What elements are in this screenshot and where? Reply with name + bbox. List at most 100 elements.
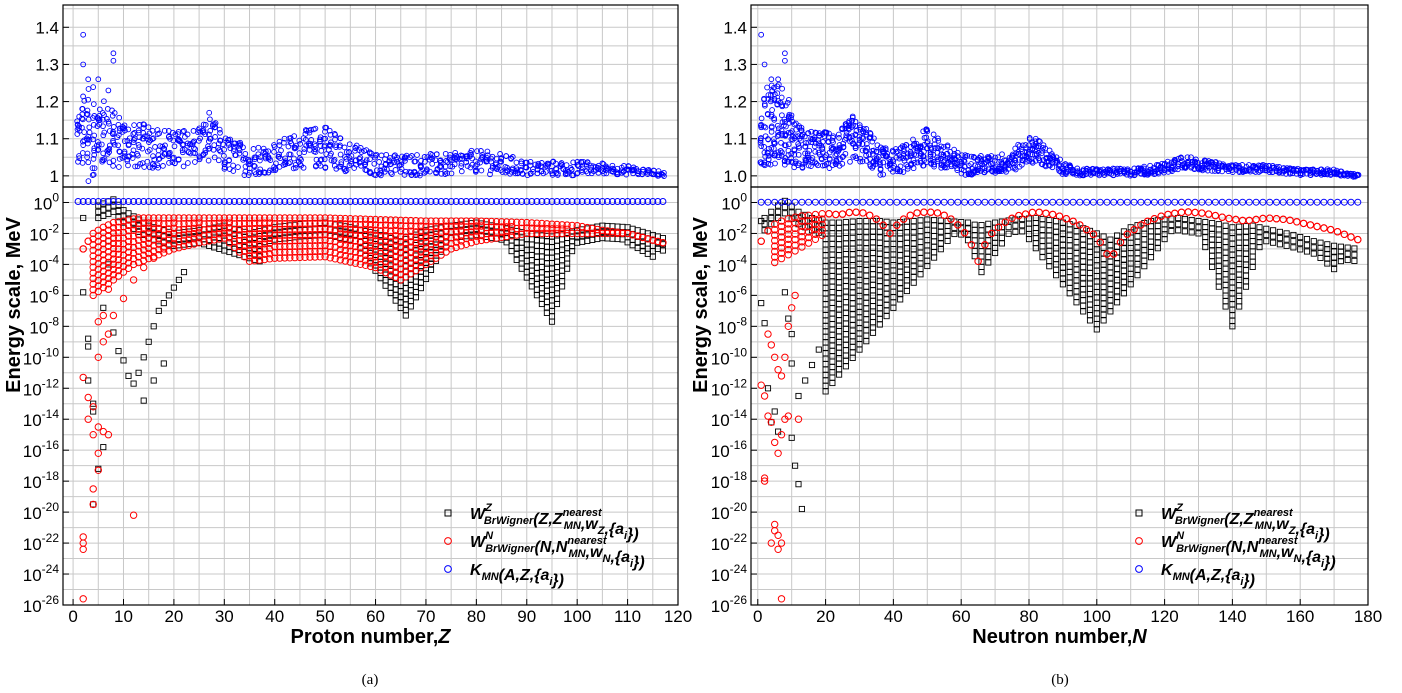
kmn-point [608, 168, 615, 174]
kmn-point [171, 143, 178, 150]
wz-point [120, 213, 127, 220]
wn-point [271, 225, 279, 234]
wn-point [381, 237, 390, 245]
wn-point [175, 244, 183, 252]
kmn-point [864, 144, 871, 151]
wz-point [1134, 255, 1141, 262]
wz-point [836, 246, 843, 253]
y-tick-label: 1.1 [35, 130, 59, 149]
wn-point [260, 214, 269, 222]
kmn-point [469, 155, 476, 162]
wz-point [1100, 294, 1107, 302]
wz-point [917, 265, 924, 272]
kmn-point [805, 139, 812, 146]
kmn-point [488, 155, 494, 162]
wn-point [250, 241, 259, 249]
wz-point [883, 313, 890, 320]
wn-point [1021, 210, 1030, 218]
kmn-point [758, 143, 765, 149]
x-tick-label: 0 [68, 607, 77, 626]
wn-point [502, 218, 511, 226]
kmn-point [467, 198, 475, 205]
kmn-point [94, 123, 101, 129]
kmn-point [101, 129, 108, 136]
kmn-point [318, 147, 325, 154]
wz-point [1080, 252, 1087, 260]
wn-point [114, 245, 123, 253]
wn-point [412, 217, 420, 225]
wz-point [985, 253, 992, 261]
wz-point [140, 354, 147, 361]
wz-point [849, 256, 856, 263]
wz-point [758, 218, 765, 225]
wz-point [1154, 222, 1161, 229]
wn-point [326, 225, 334, 234]
kmn-point [765, 150, 771, 156]
wn-point [392, 226, 400, 235]
wn-point [129, 276, 138, 284]
kmn-point [174, 137, 181, 143]
wz-point [130, 380, 137, 387]
kmn-point [100, 132, 107, 139]
kmn-point [856, 140, 863, 146]
wz-point [1039, 215, 1046, 223]
wz-point [1107, 286, 1114, 293]
wz-point [180, 269, 188, 276]
wz-point [1249, 222, 1256, 229]
wn-point [613, 229, 622, 238]
wn-point [538, 224, 546, 233]
wn-point [245, 252, 254, 260]
kmn-point [285, 143, 292, 150]
kmn-point [764, 111, 771, 117]
wz-point [897, 279, 904, 286]
wn-point [114, 229, 123, 237]
wn-point [457, 222, 465, 230]
wz-point [1242, 223, 1250, 230]
kmn-point [298, 157, 304, 163]
wn-point [1089, 230, 1098, 238]
kmn-point [635, 171, 642, 178]
wn-point [771, 438, 779, 447]
wz-point [1236, 298, 1243, 305]
wz-point [1222, 298, 1229, 305]
wn-point [240, 225, 249, 233]
wz-point [1114, 265, 1121, 272]
wn-point [165, 241, 173, 250]
wn-point [341, 252, 349, 260]
top-plot-frame [62, 4, 679, 188]
wz-point [553, 295, 561, 302]
wn-point [124, 237, 133, 246]
kmn-point [477, 198, 485, 205]
kmn-point [190, 198, 198, 205]
kmn-point [175, 156, 182, 163]
kmn-point [826, 165, 833, 171]
wz-point [917, 222, 924, 229]
wz-point [869, 313, 877, 320]
kmn-point [869, 164, 876, 171]
wn-point [306, 253, 314, 261]
kmn-point [765, 92, 772, 98]
kmn-point [849, 124, 855, 130]
wn-point [215, 230, 224, 238]
wz-point [917, 255, 924, 262]
wn-point [150, 236, 158, 244]
wn-point [316, 219, 324, 228]
wn-point [371, 215, 380, 224]
wz-point [869, 260, 877, 267]
wz-point [1073, 282, 1080, 289]
wz-point [836, 366, 843, 373]
wz-point [528, 272, 535, 279]
wz-point [1107, 236, 1114, 243]
kmn-point [798, 124, 805, 131]
wn-point [276, 214, 284, 222]
wz-point [910, 240, 917, 247]
wz-point [533, 237, 540, 244]
x-tick-label: 110 [614, 607, 641, 626]
wz-point [849, 294, 856, 301]
wn-point [767, 341, 775, 349]
wn-point [974, 257, 982, 265]
kmn-point [261, 198, 269, 205]
wz-point [619, 236, 626, 243]
kmn-point [180, 198, 188, 205]
kmn-point [91, 152, 98, 158]
